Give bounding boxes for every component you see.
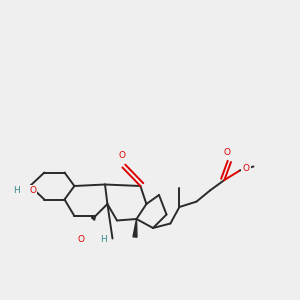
Text: O: O xyxy=(119,152,126,160)
Text: H: H xyxy=(13,186,20,195)
Polygon shape xyxy=(92,216,95,220)
Polygon shape xyxy=(133,219,137,237)
Text: O: O xyxy=(242,164,250,172)
Text: H: H xyxy=(100,236,107,244)
Text: O: O xyxy=(29,186,36,195)
Text: O: O xyxy=(77,236,84,244)
Text: O: O xyxy=(224,148,231,157)
